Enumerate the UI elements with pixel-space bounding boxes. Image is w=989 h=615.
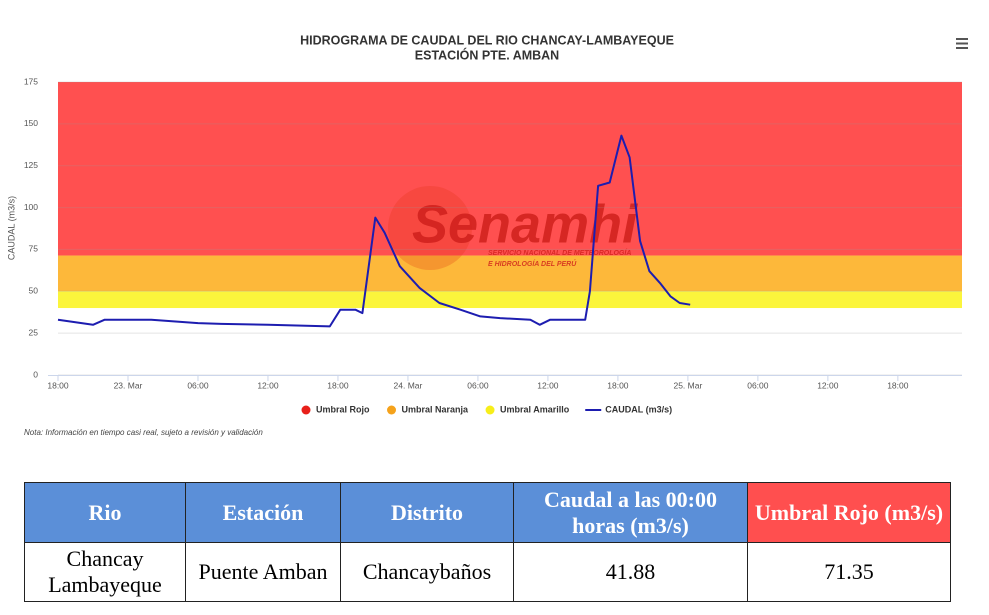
y-tick-label: 0	[33, 369, 38, 379]
y-axis-label: CAUDAL (m3/s)	[6, 196, 16, 260]
header-cell: Distrito	[340, 482, 514, 543]
watermark-subtitle: SERVICIO NACIONAL DE METEOROLOGÍA	[488, 248, 631, 257]
legend-label: Umbral Naranja	[402, 404, 470, 414]
x-tick-label: 06:00	[747, 380, 769, 390]
watermark-sun	[388, 186, 472, 270]
y-tick-label: 150	[24, 118, 38, 128]
header-cell: Caudal a las 00:00 horas (m3/s)	[513, 482, 748, 543]
legend-marker	[387, 405, 397, 415]
x-tick-label: 06:00	[187, 380, 209, 390]
legend-label: CAUDAL (m3/s)	[605, 404, 672, 414]
header-cell: Estación	[185, 482, 341, 543]
x-tick-label: 18:00	[607, 380, 629, 390]
x-tick-label: 23. Mar	[114, 380, 143, 390]
y-tick-label: 25	[29, 327, 39, 337]
x-tick-label: 18:00	[327, 380, 349, 390]
data-table: Rio Estación Distrito Caudal a las 00:00…	[24, 482, 951, 602]
table-cell: Chancaybaños	[340, 542, 514, 602]
table-header-row: Rio Estación Distrito Caudal a las 00:00…	[24, 482, 951, 543]
table-cell: 41.88	[513, 542, 748, 602]
table-row: Chancay Lambayeque Puente Amban Chancayb…	[24, 542, 951, 602]
y-tick-label: 100	[24, 202, 38, 212]
table-cell: Puente Amban	[185, 542, 341, 602]
header-cell: Umbral Rojo (m3/s)	[747, 482, 951, 543]
threshold-band	[58, 291, 962, 309]
y-tick-label: 50	[29, 286, 39, 296]
x-tick-label: 12:00	[537, 380, 559, 390]
table-cell: 71.35	[747, 542, 951, 602]
chart-subtitle: ESTACIÓN PTE. AMBAN	[415, 47, 559, 62]
x-tick-label: 06:00	[467, 380, 489, 390]
y-tick-label: 75	[29, 244, 39, 254]
menu-icon[interactable]	[956, 38, 968, 49]
x-tick-label: 24. Mar	[394, 380, 423, 390]
y-tick-label: 125	[24, 160, 38, 170]
threshold-band	[58, 255, 962, 292]
x-tick-label: 25. Mar	[673, 380, 702, 390]
legend-marker	[485, 405, 495, 415]
series-line	[57, 134, 691, 328]
watermark-subtitle: E HIDROLOGÍA DEL PERÚ	[488, 259, 577, 268]
header-cell: Rio	[24, 482, 186, 543]
y-tick-label: 175	[24, 76, 38, 86]
chart-title: HIDROGRAMA DE CAUDAL DEL RIO CHANCAY-LAM…	[300, 33, 674, 47]
note: Nota: Información en tiempo casi real, s…	[24, 428, 263, 437]
x-tick-label: 12:00	[257, 380, 279, 390]
legend-marker	[301, 405, 311, 415]
legend-label: Umbral Rojo	[316, 404, 370, 414]
x-tick-label: 18:00	[47, 380, 69, 390]
x-tick-label: 18:00	[887, 380, 909, 390]
x-tick-label: 12:00	[817, 380, 839, 390]
threshold-band	[58, 82, 962, 256]
watermark: Senamhi	[412, 194, 638, 254]
legend-label: Umbral Amarillo	[500, 404, 570, 414]
table-cell: Chancay Lambayeque	[24, 542, 186, 602]
chart: HIDROGRAMA DE CAUDAL DEL RIO CHANCAY-LAM…	[6, 33, 968, 437]
